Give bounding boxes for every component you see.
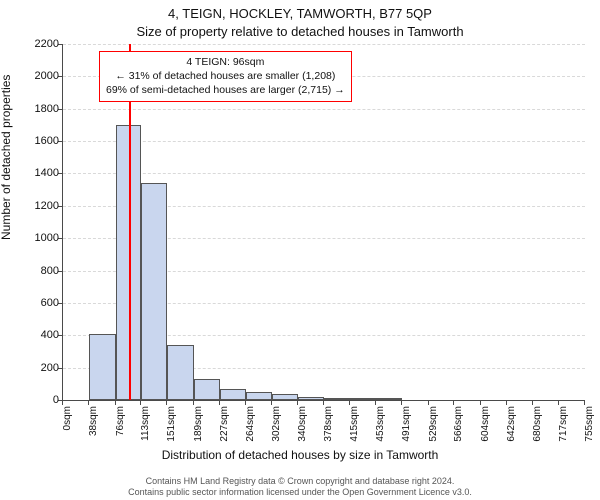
x-tick [323, 401, 324, 405]
x-tick [88, 401, 89, 405]
x-axis-label: Distribution of detached houses by size … [0, 448, 600, 462]
x-tick-label: 264sqm [245, 406, 256, 442]
histogram-bar [350, 398, 376, 400]
x-tick [193, 401, 194, 405]
annotation-line-0: 4 TEIGN: 96sqm [106, 55, 345, 69]
x-tick [140, 401, 141, 405]
histogram-bar [376, 398, 402, 400]
x-tick [453, 401, 454, 405]
histogram-bar [167, 345, 193, 400]
histogram-bar [194, 379, 220, 400]
x-tick [401, 401, 402, 405]
x-tick-label: 642sqm [506, 406, 517, 442]
x-tick [349, 401, 350, 405]
x-tick [62, 401, 63, 405]
x-tick-label: 717sqm [558, 406, 569, 442]
x-tick-label: 0sqm [62, 406, 73, 430]
x-tick [480, 401, 481, 405]
histogram-bar [324, 398, 350, 400]
x-tick-label: 340sqm [297, 406, 308, 442]
histogram-bar [272, 394, 298, 400]
x-tick-label: 604sqm [480, 406, 491, 442]
x-tick-label: 680sqm [532, 406, 543, 442]
x-tick-label: 378sqm [323, 406, 334, 442]
y-tick-label: 400 [41, 329, 59, 341]
x-tick-label: 302sqm [271, 406, 282, 442]
footer-line2: Contains public sector information licen… [0, 487, 600, 498]
y-tick-label: 1200 [35, 200, 59, 212]
x-tick-label: 151sqm [166, 406, 177, 442]
x-tick [558, 401, 559, 405]
gridline [63, 44, 585, 45]
x-tick [584, 401, 585, 405]
x-tick-label: 189sqm [193, 406, 204, 442]
histogram-bar [116, 125, 142, 400]
x-tick [506, 401, 507, 405]
x-tick-label: 566sqm [453, 406, 464, 442]
x-tick [115, 401, 116, 405]
y-axis-label: Number of detached properties [0, 75, 13, 240]
plot-area: 4 TEIGN: 96sqm← 31% of detached houses a… [62, 44, 585, 401]
x-tick [271, 401, 272, 405]
x-tick-label: 415sqm [349, 406, 360, 442]
x-tick-label: 113sqm [140, 406, 151, 441]
footer-line1: Contains HM Land Registry data © Crown c… [0, 476, 600, 487]
annotation-line-2: 69% of semi-detached houses are larger (… [106, 83, 345, 97]
x-tick-label: 227sqm [219, 406, 230, 442]
x-tick-label: 453sqm [375, 406, 386, 442]
x-tick-label: 529sqm [428, 406, 439, 442]
x-tick [219, 401, 220, 405]
gridline [63, 109, 585, 110]
y-tick-label: 1800 [35, 103, 59, 115]
histogram-bar [220, 389, 246, 400]
annotation-line-1: ← 31% of detached houses are smaller (1,… [106, 69, 345, 83]
x-tick-label: 755sqm [584, 406, 595, 442]
y-tick-label: 200 [41, 362, 59, 374]
y-tick-label: 600 [41, 297, 59, 309]
x-tick [245, 401, 246, 405]
histogram-bar [89, 334, 115, 400]
x-tick [532, 401, 533, 405]
y-tick-label: 2000 [35, 70, 59, 82]
x-tick-label: 491sqm [401, 406, 412, 442]
y-tick-label: 2200 [35, 38, 59, 50]
x-tick-label: 38sqm [88, 406, 99, 436]
annotation-box: 4 TEIGN: 96sqm← 31% of detached houses a… [99, 51, 352, 102]
chart-container: 4, TEIGN, HOCKLEY, TAMWORTH, B77 5QP Siz… [0, 0, 600, 500]
histogram-bar [141, 183, 167, 400]
x-tick [375, 401, 376, 405]
y-tick-label: 0 [53, 394, 59, 406]
x-tick [166, 401, 167, 405]
chart-title-line2: Size of property relative to detached ho… [0, 24, 600, 39]
x-tick [297, 401, 298, 405]
y-tick-label: 1000 [35, 232, 59, 244]
y-tick-label: 1400 [35, 167, 59, 179]
gridline [63, 141, 585, 142]
y-tick-label: 1600 [35, 135, 59, 147]
footer-attribution: Contains HM Land Registry data © Crown c… [0, 476, 600, 499]
histogram-bar [298, 397, 324, 400]
x-tick [428, 401, 429, 405]
chart-title-line1: 4, TEIGN, HOCKLEY, TAMWORTH, B77 5QP [0, 6, 600, 21]
gridline [63, 173, 585, 174]
y-tick-label: 800 [41, 265, 59, 277]
x-tick-label: 76sqm [115, 406, 126, 436]
histogram-bar [246, 392, 272, 400]
